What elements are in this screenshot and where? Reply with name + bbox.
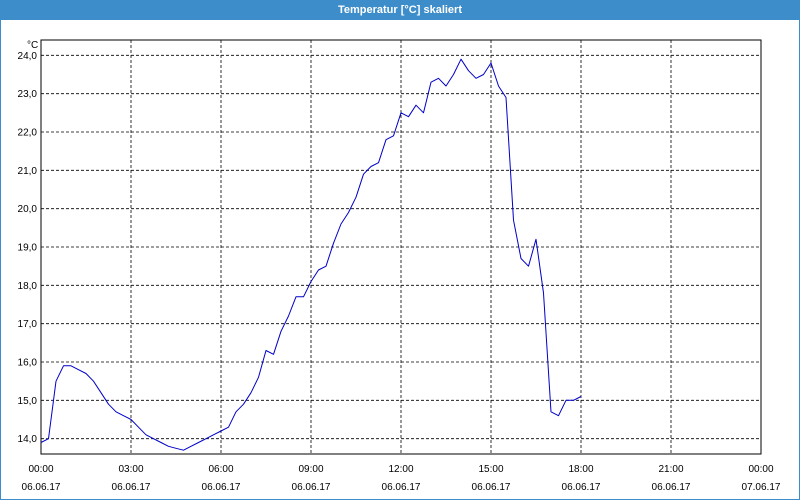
window-title: Temperatur [°C] skaliert: [1, 1, 799, 20]
x-tick-time-label: 06:00: [208, 464, 233, 475]
x-tick-date-label: 06.06.17: [202, 482, 241, 493]
temperature-chart: 14,0 15,0 16,0 17,0 18,0 19,0 20,0 21,0 22,0 23,0…: [18, 39, 781, 493]
x-tick-date-label: 07.06.17: [742, 482, 781, 493]
series: [40, 58, 582, 451]
x-tick-date-label: 06.06.17: [652, 482, 691, 493]
x-tick-time-label: 15:00: [478, 464, 503, 475]
x-tick-time-label: 00:00: [748, 464, 773, 475]
y-axis-unit-label: °C: [27, 40, 38, 51]
x-tick-date-label: 06.06.17: [22, 482, 61, 493]
x-tick-date-label: 06.06.17: [382, 482, 421, 493]
x-tick-labels: 00:00 06.06.17 03:00 06.06.17 06:00 06.06.17 0…: [22, 464, 781, 493]
y-tick-labels: 14,0 15,0 16,0 17,0 18,0 19,0 20,0 21,0 22,0 23,0…: [18, 51, 38, 445]
y-tick-label: 22,0: [18, 128, 38, 139]
y-tick-label: 24,0: [18, 51, 38, 62]
axes: [40, 39, 762, 455]
y-tick-label: 17,0: [18, 319, 38, 330]
y-tick-label: 16,0: [18, 358, 38, 369]
y-tick-label: 18,0: [18, 281, 38, 292]
x-tick-date-label: 06.06.17: [562, 482, 601, 493]
x-tick-date-label: 06.06.17: [112, 482, 151, 493]
x-tick-date-label: 06.06.17: [292, 482, 331, 493]
x-tick-date-label: 06.06.17: [472, 482, 511, 493]
y-tick-label: 14,0: [18, 434, 38, 445]
temperature-series-line: [40, 58, 582, 451]
x-tick-time-label: 21:00: [658, 464, 683, 475]
y-tick-label: 23,0: [18, 89, 38, 100]
plot-frame: [40, 39, 762, 455]
x-tick-time-label: 18:00: [568, 464, 593, 475]
y-tick-label: 20,0: [18, 204, 38, 215]
x-tick-time-label: 09:00: [298, 464, 323, 475]
x-tick-time-label: 12:00: [388, 464, 413, 475]
x-tick-time-label: 03:00: [118, 464, 143, 475]
y-tick-label: 15,0: [18, 396, 38, 407]
y-tick-label: 19,0: [18, 243, 38, 254]
grid: [41, 40, 761, 454]
y-tick-label: 21,0: [18, 166, 38, 177]
x-tick-time-label: 00:00: [28, 464, 53, 475]
